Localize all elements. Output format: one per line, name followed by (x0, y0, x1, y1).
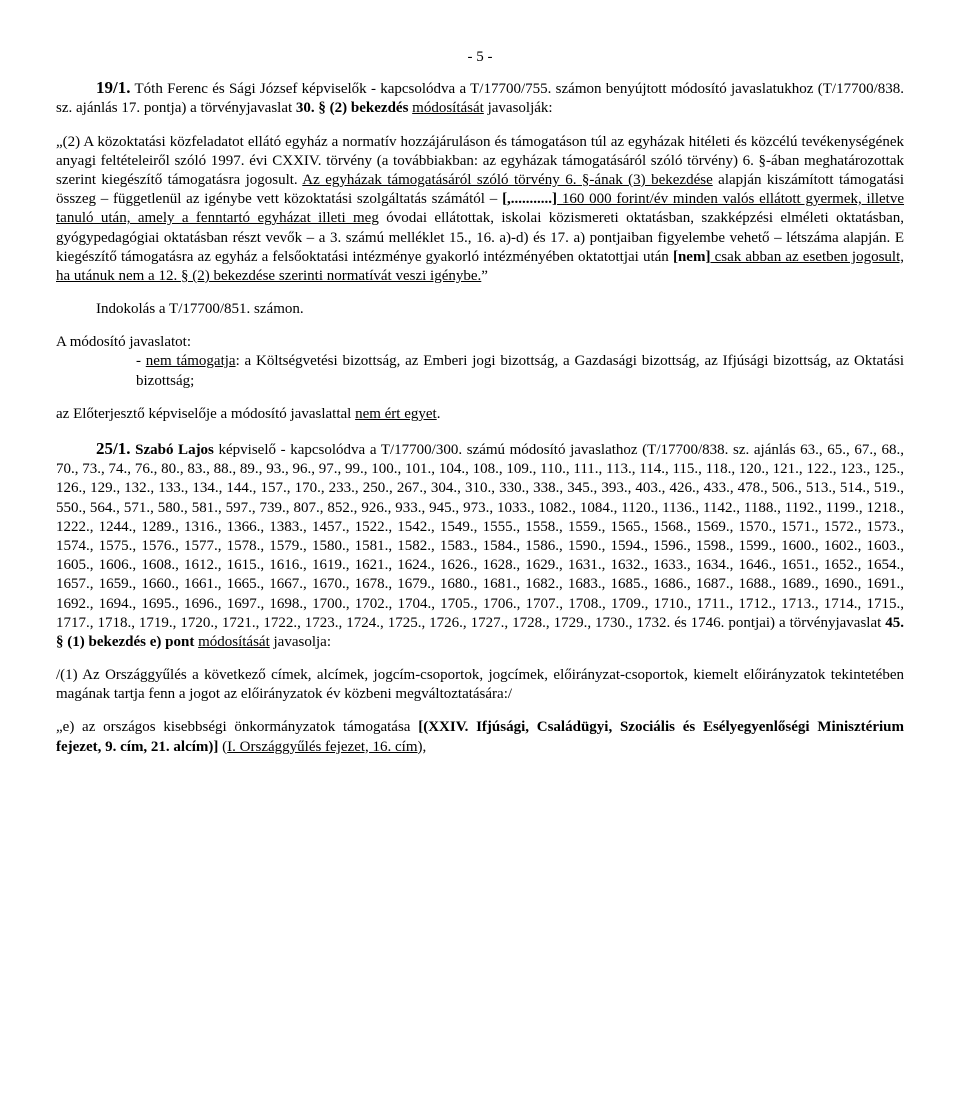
para-25-1: 25/1. Szabó Lajos képviselő - kapcsolódv… (56, 438, 904, 652)
para-19-1-bold: 30. § (2) bekezdés (296, 100, 412, 116)
para-7: /(1) Az Országgyűlés a következő címek, … (56, 666, 904, 704)
para-modosito-line: - nem támogatja: a Költségvetési bizotts… (136, 352, 904, 390)
para5-post: . (437, 406, 441, 422)
para-8: „e) az országos kisebbségi önkormányzato… (56, 718, 904, 756)
para2-close: ” (481, 268, 488, 284)
para-25-1-rest2: javasolja: (270, 634, 331, 650)
page-number: - 5 - (56, 48, 904, 67)
para-eloter: az Előterjesztő képviselője a módosító j… (56, 405, 904, 424)
para8-pre: „e) az országos kisebbségi önkormányzato… (56, 719, 418, 735)
para-quote-2: „(2) A közoktatási közfeladatot ellátó e… (56, 133, 904, 287)
para-19-1-u: módosítását (412, 100, 484, 116)
para2-u1: Az egyházak támogatásáról szóló törvény … (302, 172, 712, 188)
para-indok: Indokolás a T/17700/851. számon. (96, 300, 904, 319)
para5-u: nem ért egyet (355, 406, 437, 422)
para2-bold-bracket: [,...........] (502, 191, 557, 207)
para-25-1-lead: 25/1. (96, 439, 130, 458)
para4a-u: nem támogatja (146, 353, 236, 369)
para-19-1: 19/1. Tóth Ferenc és Sági József képvise… (56, 77, 904, 118)
para8-post: ), (418, 739, 427, 755)
para-25-1-u: módosítását (198, 634, 270, 650)
para4a-rest: : a Költségvetési bizottság, az Emberi j… (136, 353, 904, 388)
para-19-1-lead: 19/1. (96, 78, 130, 97)
para5-pre: az Előterjesztő képviselője a módosító j… (56, 406, 355, 422)
para8-mid: ( (218, 739, 227, 755)
para-19-1-body2: javasolják: (484, 100, 553, 116)
para4a-pre: - (136, 353, 146, 369)
para8-u: I. Országgyűlés fejezet, 16. cím (227, 739, 417, 755)
para2-bold2: [nem] (673, 249, 711, 265)
para-25-1-name: Szabó Lajos (130, 442, 213, 458)
para-modosito-intro: A módosító javaslatot: (56, 333, 904, 352)
para-25-1-list: képviselő - kapcsolódva a T/17700/300. s… (56, 442, 904, 631)
